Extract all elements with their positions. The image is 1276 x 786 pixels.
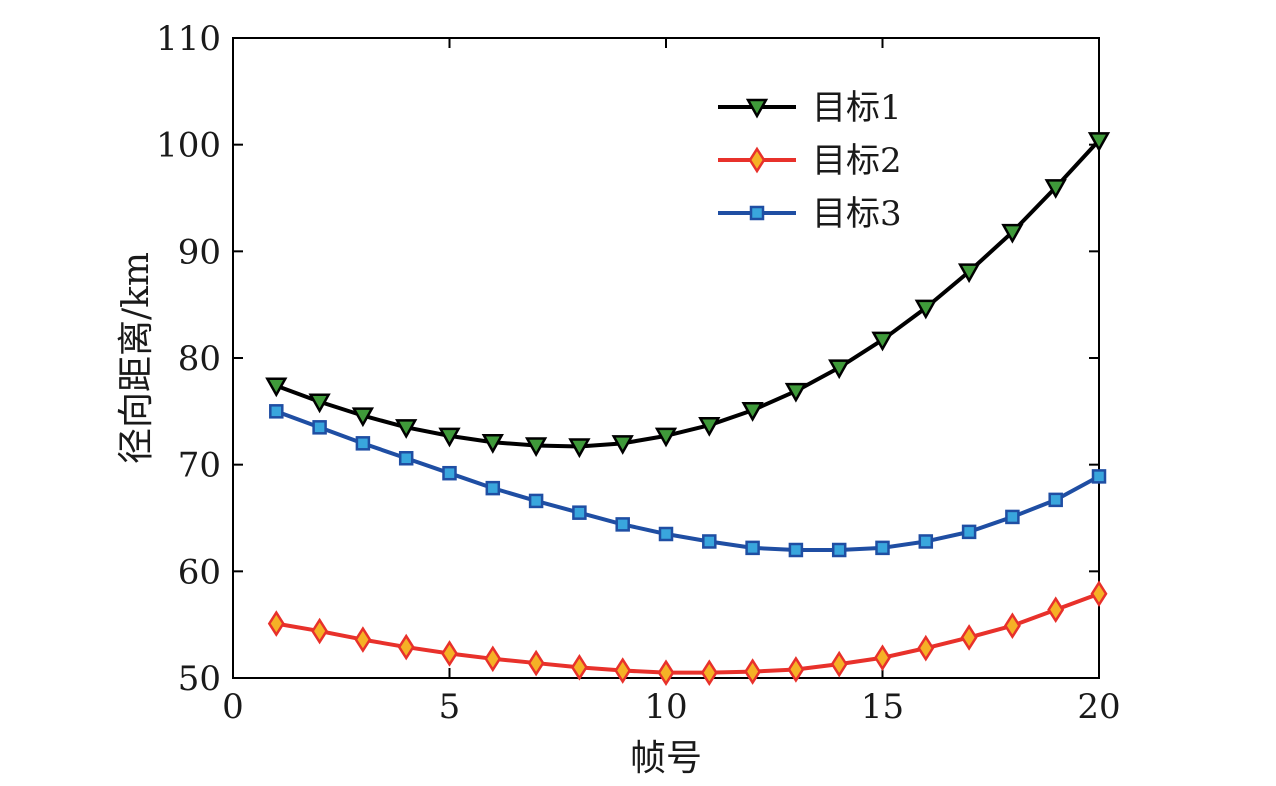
y-tick-label: 80 [178,339,221,379]
series-line [275,591,1100,675]
data-point [828,359,851,380]
data-point [351,407,375,428]
data-point [702,534,717,549]
legend-item: 目标1 [718,88,902,128]
legend-label: 目标3 [812,194,902,234]
data-point [570,654,588,681]
data-point [745,540,760,556]
data-point [312,420,327,435]
data-point [1003,612,1021,640]
data-point [269,404,284,419]
data-point [438,427,461,448]
x-tick-label: 10 [644,687,687,727]
data-point [784,382,808,403]
data-point [698,416,721,437]
data-point [1048,492,1063,508]
data-point [961,524,977,540]
data-point [354,626,372,653]
data-point [1001,223,1024,244]
legend-marker [749,205,765,221]
data-point [485,480,501,496]
data-point [527,649,545,677]
data-point [918,534,934,549]
x-tick-label: 0 [222,687,244,727]
y-tick-label: 70 [178,446,221,486]
data-point [658,526,674,542]
data-point [1090,580,1108,608]
data-point [914,299,937,320]
data-point [265,377,288,398]
data-point [441,640,458,667]
data-point [397,633,415,661]
data-point [481,434,504,454]
data-point [355,436,371,451]
data-point [568,438,591,459]
data-point [615,517,630,532]
data-point [1091,469,1107,484]
axis-ticks: 0 5 10 15 20 50 60 70 80 90 100 110 [156,19,1121,727]
data-point [787,656,805,683]
data-point [657,659,675,686]
data-point [1087,132,1111,152]
data-point [524,437,548,458]
data-point [654,427,678,448]
data-point [741,402,764,422]
legend-item: 目标3 [718,194,902,234]
data-point [744,658,762,685]
data-point [267,610,285,637]
legend-item: 目标2 [718,141,902,181]
series-layer [265,132,1111,686]
data-point [875,540,890,556]
legend-marker [748,146,766,174]
data-point [700,659,718,686]
legend: 目标1 目标2 目标3 [718,88,902,234]
plot-frame [232,37,1100,679]
data-point [1005,509,1020,525]
data-point [830,650,848,678]
data-point [528,493,544,509]
x-tick-label: 15 [861,687,904,727]
data-point [611,435,634,455]
data-point [831,542,847,558]
data-point [311,617,329,645]
x-tick-label: 5 [439,687,461,727]
y-tick-label: 110 [156,19,221,59]
data-point [442,465,457,481]
x-tick-label: 20 [1077,687,1120,727]
data-point [874,644,891,672]
data-point [484,645,502,673]
legend-marker [745,98,769,119]
data-point [1044,179,1067,199]
legend-label: 目标2 [812,141,902,181]
data-point [917,634,935,662]
y-axis-title: 径向距离/km [116,252,157,464]
data-point [960,624,978,651]
data-point [308,393,331,414]
data-point [871,331,894,352]
data-point [1047,596,1065,624]
y-tick-label: 50 [178,659,221,699]
legend-label: 目标1 [812,88,902,128]
series-line [275,139,1101,449]
y-tick-label: 60 [178,552,221,592]
y-tick-label: 100 [156,126,221,166]
data-point [398,451,414,466]
data-point [788,542,804,558]
data-point [395,419,418,439]
data-point [957,263,981,284]
x-axis-title: 帧号 [630,738,702,779]
data-point [572,505,587,520]
series-2 [267,580,1108,686]
series-3 [269,404,1107,558]
y-tick-label: 90 [178,232,221,272]
data-point [614,657,632,684]
series-1 [265,132,1111,459]
